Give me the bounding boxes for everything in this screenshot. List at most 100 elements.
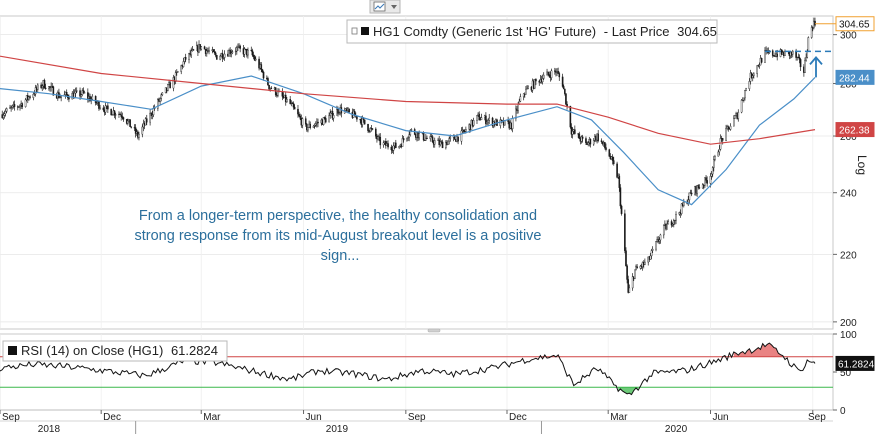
candle-body	[721, 138, 724, 141]
candle-body	[441, 141, 444, 149]
candle-body	[480, 117, 483, 120]
candle-body	[73, 92, 76, 99]
candle-body	[431, 136, 434, 143]
candle-body	[82, 90, 85, 93]
candlestick-series	[1, 17, 816, 294]
candle-body	[740, 99, 743, 113]
candle-body	[19, 105, 21, 107]
y-tick-label: 240	[840, 189, 857, 200]
y-tick-label: 220	[840, 250, 857, 261]
candle-body	[750, 72, 753, 78]
candle-body	[89, 96, 91, 102]
candle-body	[297, 108, 299, 115]
candle-body	[776, 53, 778, 57]
candle-body	[251, 50, 254, 56]
candle-body	[741, 99, 744, 101]
candle-body	[304, 118, 307, 125]
candle-body	[697, 185, 700, 188]
arrow-head	[809, 55, 823, 65]
candle-body	[644, 261, 646, 265]
candle-body	[309, 123, 312, 128]
last-price-tag-text: 304.65	[839, 20, 870, 31]
candle-body	[457, 136, 459, 142]
candle-body	[375, 128, 377, 137]
candle-body	[134, 127, 137, 134]
candle-body	[758, 64, 761, 67]
candle-body	[711, 167, 714, 175]
candle-body	[182, 61, 185, 67]
legend-last-price: 304.65	[677, 24, 717, 39]
candle-body	[79, 90, 81, 97]
candle-body	[129, 119, 131, 127]
candle-body	[625, 250, 627, 267]
candle-body	[636, 266, 638, 269]
candle-body	[535, 79, 537, 82]
candle-body	[624, 213, 626, 251]
candle-body	[250, 49, 253, 51]
candle-body	[717, 151, 720, 157]
candle-body	[670, 221, 673, 226]
candle-body	[13, 104, 16, 107]
candle-body	[200, 46, 203, 50]
candle-body	[479, 119, 482, 121]
candle-body	[395, 142, 397, 148]
main-panel: 300 280 260 240 220 200 Log 304.65 282.44 262.3…	[0, 0, 875, 330]
candle-body	[488, 117, 491, 121]
support-arrow-icon	[809, 55, 823, 78]
candle-body	[410, 129, 413, 131]
candle-body	[167, 84, 169, 91]
candle-body	[515, 108, 517, 119]
candle-body	[780, 49, 783, 55]
candle-body	[184, 56, 187, 60]
rsi-tag-box	[835, 355, 875, 371]
candle-body	[486, 121, 488, 124]
candle-body	[3, 113, 6, 116]
candle-body	[254, 58, 257, 61]
candle-body	[314, 123, 317, 126]
candle-body	[542, 74, 545, 79]
candle-body	[28, 96, 30, 100]
candle-body	[141, 126, 144, 135]
candle-body	[401, 138, 404, 147]
candle-body	[608, 149, 611, 157]
time-x-axis: Sep Dec Mar Jun Sep Dec Mar Jun Sep 2018 2019 2020	[0, 409, 833, 434]
legend-expand-icon[interactable]	[351, 27, 358, 35]
panel-resize-handle[interactable]	[427, 328, 441, 333]
candle-body	[324, 118, 327, 123]
candle-body	[212, 49, 215, 52]
candle-body	[161, 92, 164, 96]
chart-options-icon[interactable]	[373, 1, 397, 12]
candle-body	[519, 96, 522, 102]
candle-body	[145, 118, 148, 123]
candle-body	[674, 219, 676, 221]
candle-body	[571, 131, 574, 135]
candle-body	[753, 73, 755, 76]
candle-body	[37, 84, 39, 90]
candle-body	[5, 108, 8, 112]
candle-body	[611, 156, 614, 161]
x-month-label: Jun	[712, 412, 728, 423]
candle-body	[312, 125, 315, 128]
candle-body	[447, 140, 449, 145]
rsi-legend-box	[2, 340, 228, 362]
candle-body	[323, 117, 326, 119]
candle-body	[94, 95, 97, 103]
chart-options-button[interactable]	[369, 0, 401, 14]
x-month-label: Dec	[103, 412, 121, 423]
candle-body	[371, 128, 374, 130]
candle-body	[704, 177, 706, 186]
candle-body	[270, 87, 273, 89]
candle-body	[619, 187, 622, 207]
candle-body	[122, 117, 125, 120]
x-year-label: 2018	[38, 424, 61, 434]
candle-body	[247, 49, 249, 56]
x-month-label: Sep	[808, 412, 826, 423]
candle-body	[701, 184, 704, 189]
x-month-label: Dec	[509, 412, 527, 423]
candle-body	[439, 141, 442, 145]
candle-body	[261, 69, 264, 73]
analyst-annotation: From a longer-term perspective, the heal…	[134, 208, 545, 264]
candle-body	[706, 180, 708, 184]
candle-body	[804, 59, 806, 73]
candle-body	[408, 134, 410, 138]
